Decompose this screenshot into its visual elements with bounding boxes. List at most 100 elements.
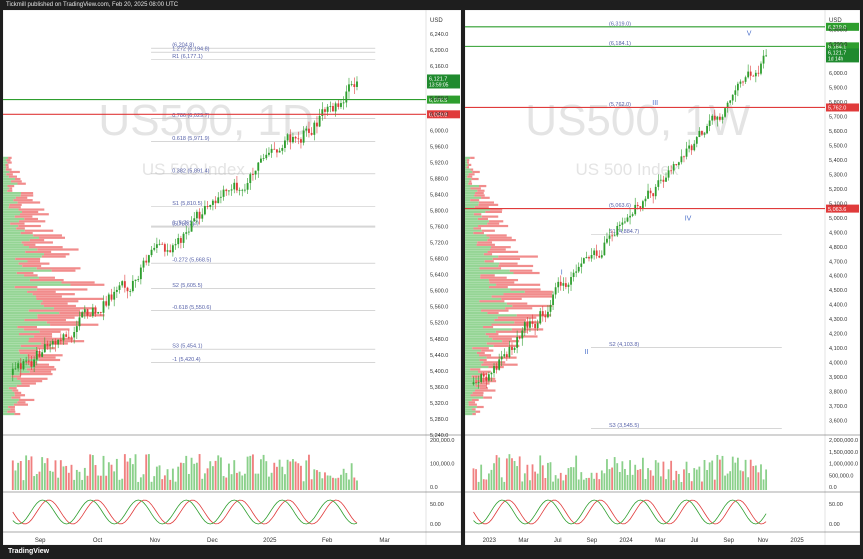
- fib-level-label: 1.272 (6,194.8): [172, 47, 209, 53]
- volume-profile-bar: [3, 372, 20, 376]
- price-tick-label: 5,300.0: [829, 172, 847, 178]
- volume-profile-bar: [472, 347, 489, 350]
- volume-profile-bar: [9, 187, 13, 190]
- candle-body: [305, 128, 308, 131]
- volume-bar: [490, 469, 493, 490]
- volume-profile-bar: [478, 370, 491, 373]
- candle-body: [657, 180, 660, 187]
- price-tick-label: 4,100.0: [829, 346, 847, 352]
- candle-body: [257, 162, 260, 171]
- candle-body: [518, 337, 521, 339]
- current-price-label: 6,121.7: [828, 50, 846, 56]
- volume-bar: [107, 462, 110, 490]
- candle-body: [652, 193, 655, 197]
- volume-profile-bar: [465, 206, 475, 209]
- price-tick-label: 3,700.0: [829, 404, 847, 410]
- volume-profile-bar: [465, 236, 490, 239]
- volume-profile-bar: [499, 262, 518, 265]
- volume-bar: [511, 458, 513, 490]
- volume-profile-bar: [36, 288, 88, 291]
- candle-body: [169, 250, 172, 253]
- volume-profile-bar: [3, 314, 38, 317]
- volume-profile-bar: [465, 227, 474, 230]
- volume-profile-bar: [50, 323, 99, 326]
- fib-level-label: (5,758.7): [172, 222, 194, 228]
- publisher-text: Tickmill published on TradingView.com, F…: [6, 2, 179, 8]
- candle-body: [716, 116, 719, 120]
- time-tick-label: Nov: [758, 538, 769, 544]
- price-tick-label: 6,240.0: [430, 32, 448, 38]
- volume-bar: [626, 474, 629, 490]
- volume-profile-bar: [473, 213, 482, 216]
- volume-bar: [539, 455, 542, 490]
- volume-bar: [305, 460, 308, 490]
- volume-tick-label: 1,500,000.0: [829, 450, 858, 456]
- volume-bar: [557, 478, 560, 490]
- candle-body: [503, 354, 506, 357]
- candle-body: [348, 84, 350, 92]
- volume-profile-bar: [3, 330, 40, 333]
- candle-body: [203, 206, 206, 215]
- volume-bar: [155, 466, 158, 490]
- volume-bar: [203, 473, 206, 490]
- volume-profile-bar: [465, 175, 468, 178]
- volume-bar: [270, 472, 273, 490]
- price-tick-label: 6,300.0: [829, 28, 847, 34]
- volume-profile-bar: [28, 309, 81, 312]
- volume-profile-bar: [465, 344, 494, 347]
- volume-bar: [703, 459, 706, 490]
- volume-profile-bar: [70, 283, 105, 286]
- volume-profile-bar: [7, 161, 12, 164]
- candle-body: [185, 232, 188, 234]
- volume-profile-bar: [3, 159, 7, 162]
- volume-bar: [659, 476, 662, 490]
- volume-profile-bar: [465, 253, 484, 256]
- volume-bar: [639, 469, 642, 490]
- candle-body: [78, 317, 81, 327]
- volume-bar: [147, 454, 150, 490]
- fib-level-label: S3 (3,545.5): [609, 423, 639, 429]
- volume-bar: [348, 479, 350, 490]
- volume-profile-bar: [491, 246, 511, 249]
- volume-bar: [195, 462, 198, 490]
- volume-bar: [214, 460, 217, 490]
- volume-bar: [102, 455, 105, 490]
- candle-body: [131, 280, 134, 292]
- volume-profile-bar: [11, 375, 22, 378]
- candle-body: [600, 255, 603, 258]
- volume-bar: [137, 481, 140, 490]
- volume-profile-bar: [465, 347, 473, 350]
- volume-profile-bar: [3, 281, 62, 284]
- volume-bar: [289, 461, 292, 490]
- candle-body: [577, 266, 580, 272]
- daily-chart-panel[interactable]: US500, 1D US 500 Index (6,204.8) 1.272 (6,1…: [3, 10, 461, 545]
- weekly-chart-panel[interactable]: US500, 1W US 500 Index (6,319.0) (6,184.1) (…: [465, 10, 860, 545]
- volume-bar: [487, 473, 490, 490]
- volume-bar: [302, 481, 305, 490]
- price-tick-label: 6,200.0: [430, 48, 448, 54]
- volume-profile-bar: [465, 333, 486, 336]
- volume-bar: [310, 479, 313, 490]
- candle-body: [688, 145, 691, 149]
- candle-body: [166, 250, 169, 252]
- volume-profile-bar: [465, 295, 492, 298]
- volume-profile-bar: [475, 384, 487, 387]
- candle-body: [59, 339, 62, 341]
- candle-body: [281, 147, 284, 151]
- price-tick-label: 4,400.0: [829, 303, 847, 309]
- weekly-chart-svg[interactable]: US500, 1W US 500 Index (6,319.0) (6,184.1) (…: [465, 10, 860, 545]
- volume-bar: [513, 460, 516, 490]
- volume-profile-bar: [17, 201, 41, 204]
- volume-bar: [292, 459, 294, 490]
- volume-profile-bar: [465, 222, 488, 225]
- candle-body: [736, 83, 739, 91]
- volume-profile-bar: [20, 194, 34, 197]
- volume-profile-bar: [19, 372, 53, 376]
- volume-bar: [642, 457, 644, 490]
- price-tick-label: 5,800.0: [430, 208, 448, 214]
- candle-body: [752, 75, 755, 77]
- volume-profile-bar: [465, 396, 484, 399]
- price-tick-label: 5,880.0: [430, 176, 448, 182]
- candle-body: [259, 158, 262, 163]
